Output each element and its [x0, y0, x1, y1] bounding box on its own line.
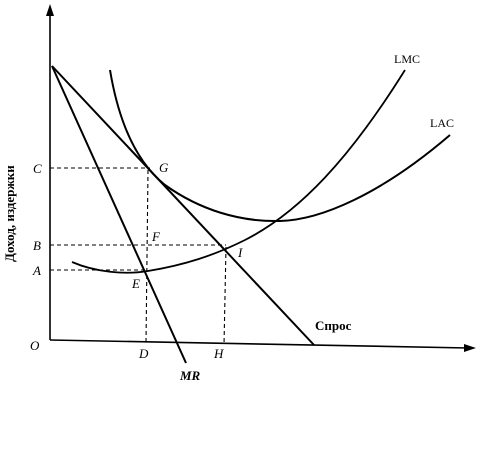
- x-tick-d: D: [138, 346, 149, 361]
- lac-curve: [109, 69, 451, 223]
- y-axis-title: Доход, издержки: [2, 165, 17, 262]
- point-i-label: I: [237, 245, 243, 260]
- guide-d-vertical: [145, 169, 149, 344]
- y-tick-c: C: [33, 161, 42, 176]
- y-tick-labels: C B A: [32, 161, 42, 278]
- x-tick-h: H: [213, 346, 224, 361]
- x-axis-arrow: [464, 344, 476, 352]
- mr-curve: [51, 65, 187, 364]
- x-axis: [49, 339, 469, 349]
- guide-h-vertical: [223, 246, 227, 346]
- guide-lines: [50, 167, 227, 346]
- curve-labels: LMC LAC Спрос MR: [179, 52, 454, 383]
- point-labels: G F I E: [131, 160, 243, 291]
- lmc-label: LMC: [394, 52, 420, 66]
- lac-label: LAC: [430, 116, 454, 130]
- y-tick-a: A: [32, 263, 41, 278]
- mr-label: MR: [179, 368, 201, 383]
- demand-label: Спрос: [315, 318, 352, 333]
- point-f-label: F: [151, 229, 161, 244]
- point-g-label: G: [159, 160, 169, 175]
- origin-label: O: [30, 338, 40, 353]
- x-tick-labels: O D H: [30, 338, 224, 361]
- lmc-curve: [71, 69, 406, 274]
- axes: [46, 4, 476, 352]
- demand-curve: [51, 65, 315, 346]
- y-tick-b: B: [33, 238, 41, 253]
- point-e-label: E: [131, 276, 140, 291]
- y-axis-arrow: [46, 4, 54, 16]
- curves: [51, 65, 451, 364]
